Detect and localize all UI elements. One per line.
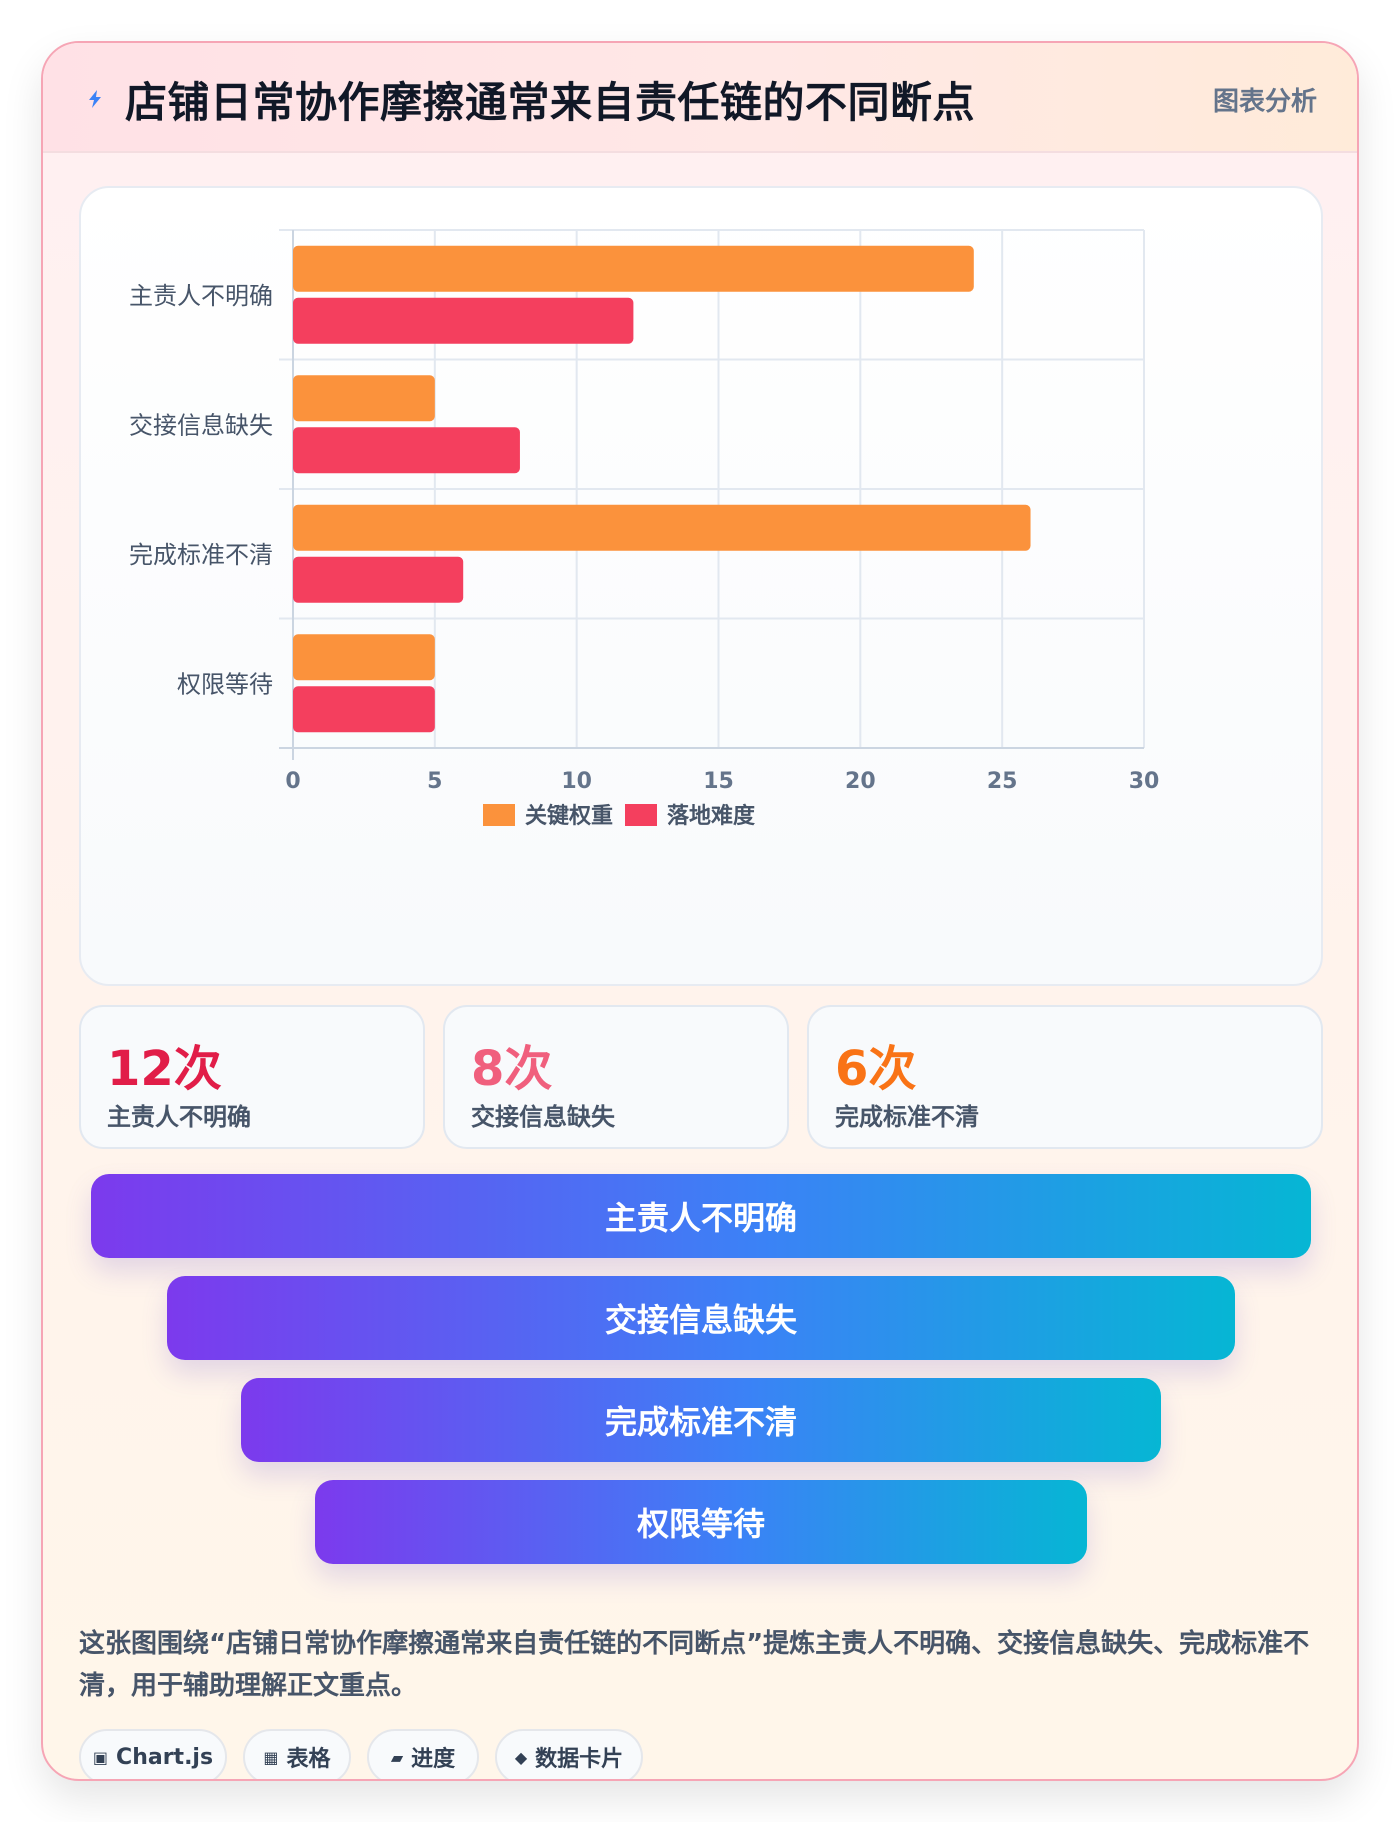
- infographic-card: 店铺日常协作摩擦通常来自责任链的不同断点 图表分析 主责人不明确 交接信息缺失 完成…: [41, 41, 1359, 1781]
- card-header: 店铺日常协作摩擦通常来自责任链的不同断点 图表分析: [43, 43, 1357, 153]
- legend-label: 落地难度: [667, 803, 756, 829]
- x-tick-label: 20: [845, 769, 876, 794]
- stat-label: 主责人不明确: [107, 1103, 251, 1131]
- y-tick-label: 权限等待: [177, 670, 273, 698]
- x-tick-label: 5: [427, 769, 442, 794]
- bar: [293, 245, 974, 292]
- funnel-step: 权限等待: [315, 1480, 1087, 1564]
- x-tick-label: 10: [561, 769, 592, 794]
- stat-value: 8次: [471, 1041, 553, 1097]
- progress-icon: ▰: [390, 1747, 404, 1767]
- stat-card: 6次 完成标准不清: [807, 1005, 1323, 1149]
- y-tick-label: 交接信息缺失: [129, 411, 273, 439]
- legend-label: 关键权重: [525, 803, 613, 829]
- bar: [293, 556, 464, 603]
- funnel-step: 主责人不明确: [91, 1174, 1311, 1258]
- chip-label: 进度: [411, 1747, 456, 1772]
- funnel-step: 交接信息缺失: [167, 1276, 1235, 1360]
- chip-label: 数据卡片: [535, 1747, 624, 1772]
- x-tick-label: 15: [703, 769, 734, 794]
- page-title: 店铺日常协作摩擦通常来自责任链的不同断点: [125, 78, 976, 127]
- x-tick-label: 25: [987, 769, 1018, 794]
- stat-label: 交接信息缺失: [471, 1103, 615, 1131]
- bar: [293, 427, 520, 474]
- stat-value: 6次: [835, 1041, 917, 1097]
- diamond-icon: ◆: [514, 1747, 528, 1767]
- stat-label: 完成标准不清: [835, 1103, 979, 1131]
- chip-label: Chart.js: [116, 1744, 214, 1770]
- y-tick-label: 完成标准不清: [129, 541, 273, 569]
- bar: [293, 297, 634, 344]
- legend-swatch: [625, 804, 657, 826]
- bar: [293, 634, 435, 681]
- x-tick-label: 0: [285, 769, 300, 794]
- funnel-step: 完成标准不清: [241, 1378, 1161, 1462]
- x-tick-label: 30: [1129, 769, 1160, 794]
- chart-analysis-tag: 图表分析: [1212, 87, 1317, 117]
- stat-card: 8次 交接信息缺失: [443, 1005, 789, 1149]
- stat-card: 12次 主责人不明确: [79, 1005, 425, 1149]
- lightning-icon: [89, 90, 101, 108]
- chart-icon: ▣: [92, 1747, 109, 1767]
- table-icon: ▦: [263, 1747, 279, 1767]
- chip-chartjs[interactable]: ▣ Chart.js: [79, 1729, 227, 1779]
- bar: [293, 375, 435, 422]
- chip-data-card[interactable]: ◆ 数据卡片: [495, 1729, 643, 1779]
- legend-swatch: [483, 804, 515, 826]
- chip-table[interactable]: ▦ 表格: [243, 1729, 351, 1779]
- chip-progress[interactable]: ▰ 进度: [367, 1729, 479, 1779]
- bar: [293, 504, 1031, 551]
- y-tick-label: 主责人不明确: [129, 282, 273, 310]
- chip-label: 表格: [286, 1747, 331, 1772]
- summary-text: 这张图围绕“店铺日常协作摩擦通常来自责任链的不同断点”提炼主责人不明确、交接信息…: [79, 1629, 1310, 1701]
- chart-panel: 主责人不明确 交接信息缺失 完成标准不清权限等待 0 5 10 15 20 25 30 关键权重 落地…: [79, 186, 1323, 986]
- bar: [293, 686, 435, 733]
- stat-value: 12次: [107, 1041, 222, 1097]
